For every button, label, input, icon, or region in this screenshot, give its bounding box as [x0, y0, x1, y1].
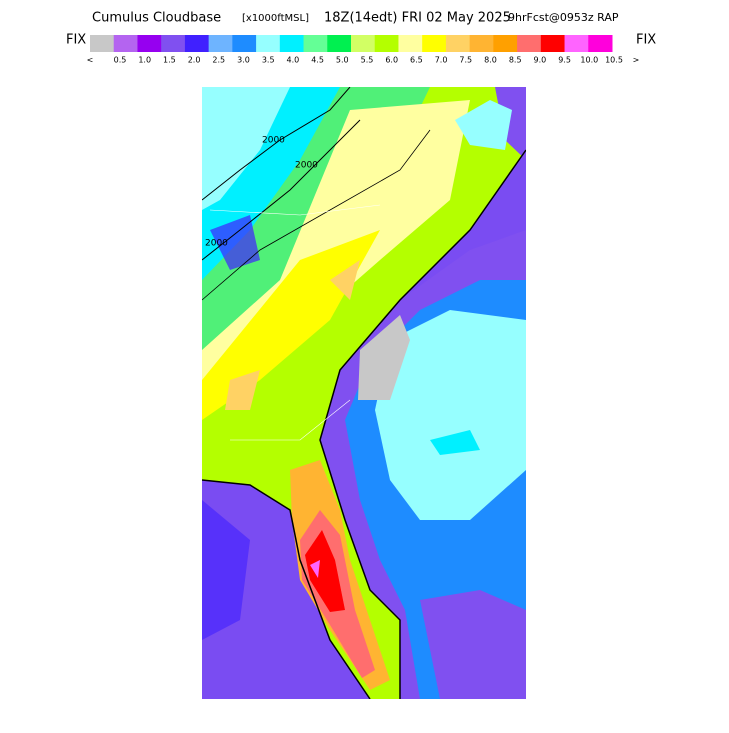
legend-label: 7.0	[435, 56, 448, 65]
legend-swatch	[374, 35, 399, 52]
legend-label: 9.0	[534, 56, 547, 65]
legend: <0.5 1.0 1.5 2.0 2.5 3.0 3.5 4.0 4.5 5.0 5.5 6.0 6.5…	[87, 35, 640, 65]
contour	[202, 129, 431, 301]
field	[330, 260, 360, 300]
legend-swatch	[493, 35, 518, 52]
legend-swatch	[303, 35, 328, 52]
field	[310, 560, 320, 578]
legend-label: 2.0	[188, 56, 201, 65]
legend-label: 8.0	[484, 56, 497, 65]
legend-label: 1.0	[138, 56, 151, 65]
legend-swatch	[398, 35, 423, 52]
legend-swatch	[232, 35, 257, 52]
state-line	[230, 399, 351, 441]
units: [x1000ftMSL]	[242, 13, 309, 24]
legend-swatch	[351, 35, 376, 52]
legend-swatch	[422, 35, 447, 52]
legend-label: 6.0	[385, 56, 398, 65]
map: 2000 2000 2000	[202, 87, 526, 699]
ocean-field	[495, 87, 526, 160]
legend-label: 10.5	[605, 56, 623, 65]
legend-label: 1.5	[163, 56, 176, 65]
contour	[202, 119, 361, 261]
legend-swatch	[445, 35, 471, 52]
contour-label: 2000	[262, 136, 285, 146]
legend-swatch	[540, 35, 566, 52]
legend-swatch	[113, 35, 138, 52]
legend-swatch	[327, 35, 352, 52]
ocean-field	[420, 590, 526, 699]
contour-label: 2000	[295, 161, 318, 171]
legend-label: 8.5	[509, 56, 522, 65]
legend-swatch	[564, 35, 589, 52]
legend-swatch	[279, 35, 305, 52]
field	[225, 370, 260, 410]
ocean-field	[375, 310, 526, 520]
fix-label: FIX	[66, 33, 86, 48]
contour	[202, 87, 351, 201]
legend-label: 3.5	[262, 56, 275, 65]
state-line	[209, 204, 381, 216]
legend-swatch	[137, 35, 162, 52]
legend-swatch	[208, 35, 233, 52]
legend-swatch	[517, 35, 542, 52]
legend-swatch	[469, 35, 494, 52]
legend-label: 6.5	[410, 56, 423, 65]
field	[305, 530, 345, 612]
legend-swatch	[161, 35, 186, 52]
legend-label: 5.0	[336, 56, 349, 65]
legend-label: 0.5	[114, 56, 127, 65]
field	[210, 215, 260, 270]
field	[202, 87, 290, 210]
ocean-field	[358, 315, 410, 400]
fix-label: FIX	[636, 33, 656, 48]
title: Cumulus Cloudbase	[92, 11, 221, 26]
legend-label: 5.5	[361, 56, 374, 65]
legend-label: >	[633, 56, 640, 65]
legend-label: 7.5	[459, 56, 472, 65]
legend-label: <	[87, 56, 94, 65]
legend-swatch	[90, 35, 115, 52]
legend-label: 4.5	[311, 56, 324, 65]
legend-label: 9.5	[558, 56, 571, 65]
legend-swatch	[256, 35, 281, 52]
contour-label: 2000	[205, 239, 228, 249]
legend-swatch	[588, 35, 613, 52]
legend-label: 3.0	[237, 56, 250, 65]
ocean-field	[455, 100, 512, 150]
coastline	[202, 479, 371, 699]
legend-label: 4.0	[287, 56, 300, 65]
valid-time: 18Z(14edt) FRI 02 May 2025	[324, 11, 511, 26]
coastline	[319, 149, 526, 699]
field	[202, 500, 250, 640]
forecast: 9hrFcst@0953z RAP	[508, 11, 619, 24]
legend-swatch	[184, 35, 210, 52]
legend-label: 2.5	[212, 56, 225, 65]
ocean-field	[430, 430, 480, 455]
legend-label: 10.0	[580, 56, 598, 65]
